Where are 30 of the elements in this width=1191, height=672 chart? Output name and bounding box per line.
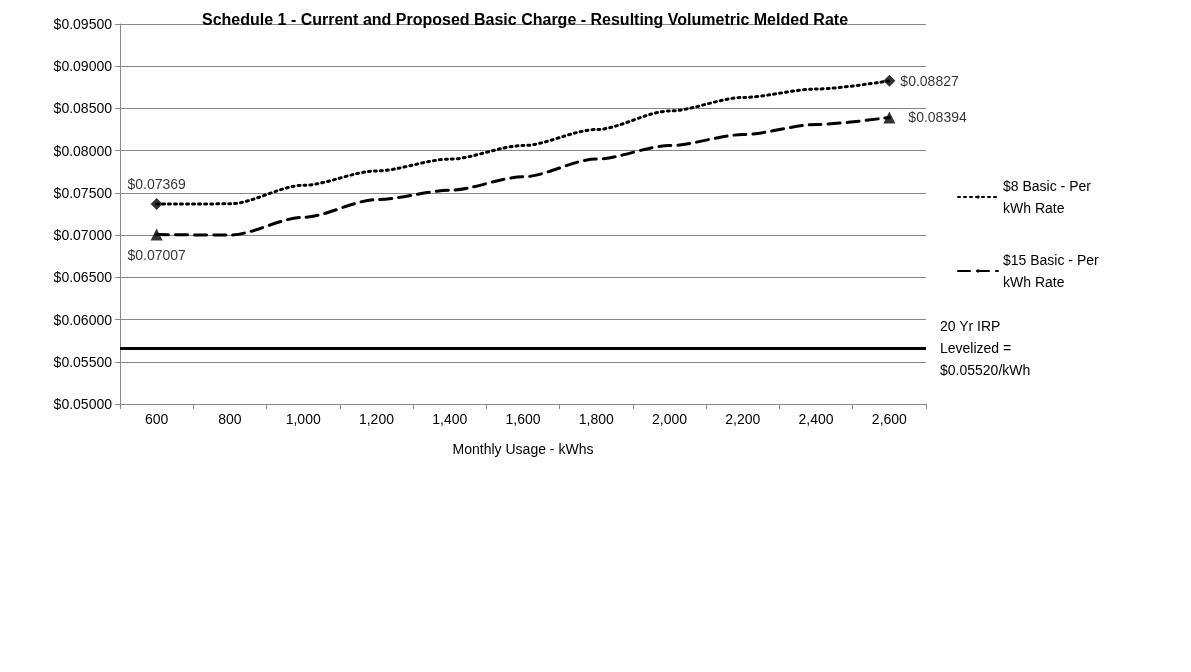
x-tick-label: 1,000 [285,411,321,427]
x-tick-label: 1,200 [358,411,395,427]
x-tick-label: 600 [144,411,169,427]
y-tick-label: $0.06500 [53,269,113,286]
data-label: $0.08394 [908,109,967,126]
x-tick-label: 800 [218,411,242,427]
y-tick-label: $0.06000 [53,311,113,328]
legend-label: $15 Basic - Per kWh Rate [1003,252,1103,290]
y-tick-label: $0.08000 [53,142,113,159]
y-tick-label: $0.05000 [53,396,113,412]
x-tick-label: 2,400 [798,411,834,427]
text: 20 Yr IRP Levelized = $0.05520/kWh [940,318,1031,379]
legend-label: $8 Basic - Per kWh Rate [1003,178,1095,216]
data-label: $0.07369 [127,175,187,192]
y-tick-label: $0.05500 [53,353,113,370]
x-tick-label: 1,600 [505,411,541,427]
data-label: $0.07007 [127,246,187,263]
x-tick-label: 2,600 [871,411,908,427]
x-tick-label: 2,000 [652,411,688,427]
chart-title: Schedule 1 - Current and Proposed Basic Charge - Resulting Volumetric Melded Rate [201,10,849,28]
y-tick-label: $0.07500 [53,184,113,201]
y-tick-label: $0.07000 [53,227,113,244]
y-tick-label: $0.09500 [53,16,113,32]
data-label: $0.08827 [900,72,959,89]
x-axis-title: Monthly Usage - kWhs [452,441,594,457]
y-tick-label: $0.08500 [53,100,113,117]
y-tick-label: $0.09000 [53,58,113,75]
x-tick-label: 2,200 [725,411,761,427]
x-tick-label: 1,800 [578,411,614,427]
x-tick-label: 1,400 [432,411,468,427]
